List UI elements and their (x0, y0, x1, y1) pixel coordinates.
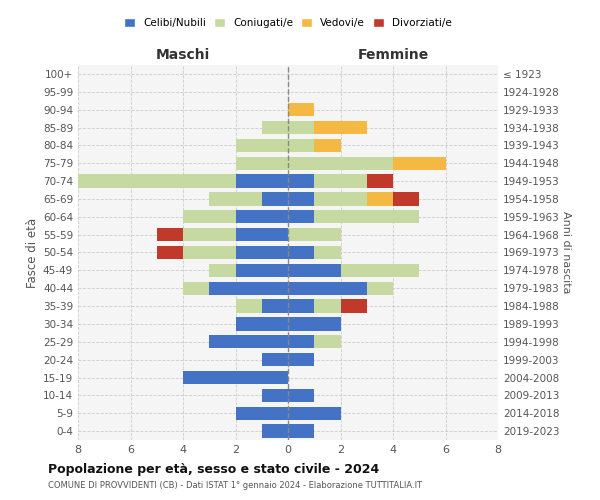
Bar (367, 174, 393, 188)
Bar (183, 371, 288, 384)
Bar (235, 156, 288, 170)
Bar (262, 121, 288, 134)
Text: Femmine: Femmine (358, 48, 428, 62)
Bar (367, 192, 393, 205)
Bar (235, 317, 288, 330)
Bar (235, 246, 288, 259)
Bar (288, 353, 314, 366)
Bar (183, 282, 209, 295)
Bar (288, 424, 314, 438)
Bar (288, 335, 314, 348)
Bar (393, 192, 419, 205)
Bar (288, 156, 393, 170)
Bar (288, 138, 314, 152)
Bar (288, 264, 341, 277)
Y-axis label: Fasce di età: Fasce di età (26, 218, 39, 288)
Bar (314, 174, 367, 188)
Bar (341, 264, 419, 277)
Bar (209, 282, 288, 295)
Bar (314, 138, 341, 152)
Bar (288, 192, 314, 205)
Bar (209, 264, 235, 277)
Bar (209, 335, 288, 348)
Bar (314, 300, 341, 313)
Bar (157, 228, 183, 241)
Bar (288, 121, 314, 134)
Bar (262, 192, 288, 205)
Text: COMUNE DI PROVVIDENTI (CB) - Dati ISTAT 1° gennaio 2024 - Elaborazione TUTTITALI: COMUNE DI PROVVIDENTI (CB) - Dati ISTAT … (48, 481, 422, 490)
Bar (183, 246, 235, 259)
Bar (183, 210, 235, 224)
Bar (235, 264, 288, 277)
Bar (209, 192, 262, 205)
Bar (314, 192, 367, 205)
Bar (288, 406, 341, 420)
Bar (314, 121, 367, 134)
Bar (288, 300, 314, 313)
Bar (157, 246, 183, 259)
Bar (235, 138, 288, 152)
Bar (183, 228, 235, 241)
Bar (262, 300, 288, 313)
Bar (78, 174, 235, 188)
Bar (288, 210, 314, 224)
Bar (235, 210, 288, 224)
Bar (288, 317, 341, 330)
Bar (262, 353, 288, 366)
Bar (262, 388, 288, 402)
Bar (235, 406, 288, 420)
Bar (235, 174, 288, 188)
Legend: Celibi/Nubili, Coniugati/e, Vedovi/e, Divorziati/e: Celibi/Nubili, Coniugati/e, Vedovi/e, Di… (120, 14, 456, 32)
Bar (235, 300, 262, 313)
Bar (288, 282, 367, 295)
Bar (367, 282, 393, 295)
Bar (288, 246, 314, 259)
Bar (288, 228, 341, 241)
Bar (314, 335, 341, 348)
Bar (393, 156, 445, 170)
Bar (288, 103, 314, 117)
Bar (262, 424, 288, 438)
Text: Maschi: Maschi (156, 48, 210, 62)
Bar (288, 388, 314, 402)
Text: Popolazione per età, sesso e stato civile - 2024: Popolazione per età, sesso e stato civil… (48, 462, 379, 475)
Bar (314, 210, 419, 224)
Bar (288, 174, 314, 188)
Bar (235, 228, 288, 241)
Bar (341, 300, 367, 313)
Y-axis label: Anni di nascita: Anni di nascita (561, 211, 571, 294)
Bar (314, 246, 341, 259)
